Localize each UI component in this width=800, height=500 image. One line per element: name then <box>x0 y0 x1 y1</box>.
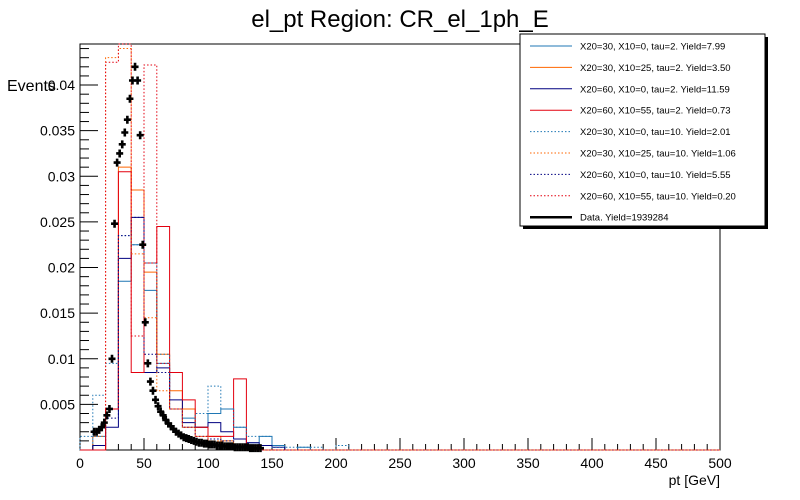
legend-entry-label: Data. Yield=1939284 <box>580 213 668 224</box>
x-tick-label: 500 <box>708 455 732 471</box>
data-point <box>144 359 152 368</box>
x-tick-label: 400 <box>580 455 604 471</box>
data-point <box>121 128 129 137</box>
legend-entry-label: X20=60, X10=55, tau=2. Yield=0.73 <box>580 106 731 117</box>
y-tick-label: 0.01 <box>48 351 75 367</box>
data-point <box>149 386 157 395</box>
histogram-series-5 <box>79 235 720 451</box>
legend-entry-label: X20=30, X10=25, tau=2. Yield=3.50 <box>580 63 731 74</box>
histogram-series-7 <box>80 216 720 451</box>
chart-title: el_pt Region: CR_el_1ph_E <box>251 6 549 33</box>
y-tick-label: 0.005 <box>40 396 75 412</box>
y-tick-label: 0.03 <box>48 168 75 184</box>
x-tick-label: 50 <box>136 455 152 471</box>
y-tick-label: 0.025 <box>40 214 75 230</box>
y-axis-label: Events <box>7 78 56 95</box>
x-axis-label: pt [GeV] <box>668 472 720 488</box>
data-point <box>98 423 106 432</box>
data-point <box>108 354 116 363</box>
x-tick-label: 300 <box>452 455 476 471</box>
data-point <box>256 444 264 453</box>
y-tick-label: 0.04 <box>48 77 75 93</box>
data-point <box>126 94 134 103</box>
data-point <box>139 240 147 249</box>
data-point <box>105 404 113 413</box>
data-point <box>136 131 144 140</box>
data-point <box>103 411 111 420</box>
data-point <box>154 402 162 411</box>
histogram-series-3 <box>80 216 720 451</box>
data-point <box>141 318 149 327</box>
x-tick-label: 350 <box>516 455 540 471</box>
data-point <box>100 418 108 427</box>
x-tick-label: 450 <box>644 455 668 471</box>
x-tick-label: 150 <box>260 455 284 471</box>
data-point <box>111 219 119 228</box>
x-tick-label: 250 <box>388 455 412 471</box>
y-tick-label: 0.02 <box>48 260 75 276</box>
data-point <box>134 76 142 85</box>
histogram-series-1 <box>80 244 720 451</box>
x-tick-label: 0 <box>76 455 84 471</box>
legend-entry-label: X20=30, X10=25, tau=10. Yield=1.06 <box>580 149 736 160</box>
legend-entry-label: X20=60, X10=0, tau=2. Yield=11.59 <box>580 84 730 95</box>
legend-entry-label: X20=30, X10=0, tau=2. Yield=7.99 <box>580 42 725 53</box>
data-point <box>159 411 167 420</box>
y-tick-label: 0.035 <box>40 123 75 139</box>
legend-entry-label: X20=60, X10=0, tau=10. Yield=5.55 <box>580 170 731 181</box>
histogram-series-8 <box>80 43 720 451</box>
y-tick-label: 0.015 <box>40 305 75 321</box>
x-tick-label: 200 <box>324 455 348 471</box>
legend-entry-label: X20=30, X10=0, tau=10. Yield=2.01 <box>580 127 731 138</box>
legend-box <box>519 33 766 227</box>
data-point <box>113 158 121 167</box>
data-point <box>123 115 131 124</box>
data-point <box>146 377 154 386</box>
data-point <box>152 395 160 404</box>
data-point <box>118 140 126 149</box>
x-tick-label: 100 <box>196 455 220 471</box>
data-point <box>116 149 124 158</box>
data-point <box>131 62 139 71</box>
legend-entry-label: X20=60, X10=55, tau=10. Yield=0.20 <box>580 191 736 202</box>
